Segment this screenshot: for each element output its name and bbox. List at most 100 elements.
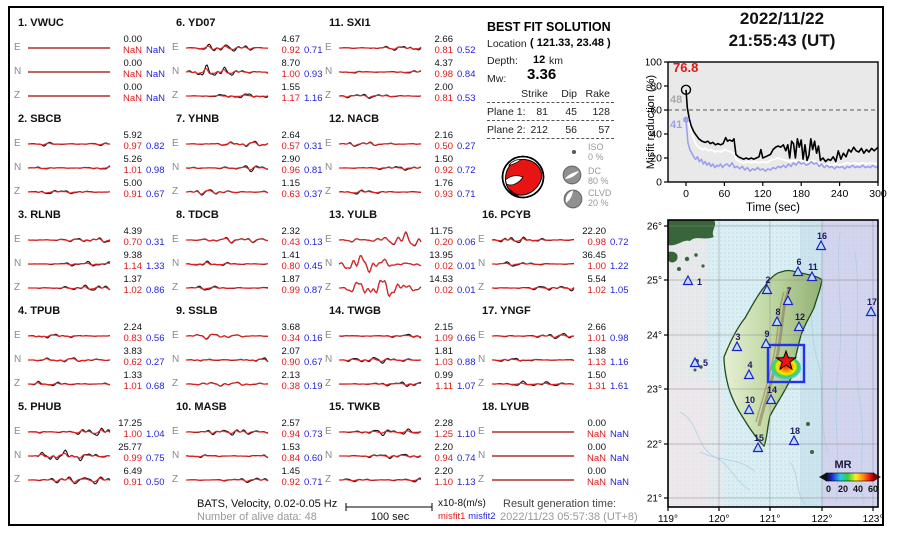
location-value: ( 121.33, 23.48 ): [530, 37, 611, 49]
misfit1-value: 0.43: [281, 237, 301, 248]
misfit2-value: 0.73: [304, 429, 323, 440]
misfit1-value: 0.84: [281, 453, 301, 464]
misfit2-value: 0.71: [457, 189, 476, 200]
misfit2-value: 0.56: [146, 333, 165, 344]
channel-row: Z 14.53 0.02 0.01: [323, 274, 481, 300]
station-title: 12. NACB: [329, 113, 380, 125]
misfit1-value: 0.02: [434, 261, 454, 272]
channel-label: Z: [478, 474, 485, 485]
col-dip: Dip: [561, 88, 577, 100]
channel-row: Z 1.76 0.93 0.71: [323, 178, 481, 204]
depth-label: Depth:: [487, 55, 518, 67]
waveform-trace: [492, 455, 574, 457]
misfit2-value: 1.10: [457, 429, 476, 440]
misfit2-value: 0.72: [457, 165, 476, 176]
amplitude-value: 1.81: [434, 346, 454, 357]
misfit1-value: NaN: [586, 477, 606, 488]
station-title: 11. SXI1: [329, 17, 371, 29]
channel-label: N: [325, 258, 333, 269]
svg-text:119°: 119°: [658, 514, 678, 525]
amplitude-value: 2.28: [434, 418, 454, 429]
misfit2-value: 0.27: [146, 357, 165, 368]
channel-label: E: [325, 234, 332, 245]
channel-label: E: [172, 330, 179, 341]
misfit2-value: 0.75: [146, 453, 165, 464]
station-block: 10. MASB E 2.57 0.94 0.73 N 1.53 0.84 0.60 Z 1.45 0…: [170, 398, 328, 494]
misfit2-value: 0.37: [304, 189, 323, 200]
channel-row: N 8.70 1.00 0.93: [170, 58, 328, 84]
channel-label: Z: [172, 90, 179, 101]
amplitude-value: 6.49: [123, 466, 143, 477]
amplitude-value: 25.77: [118, 442, 142, 453]
svg-text:18: 18: [790, 426, 800, 436]
svg-text:300: 300: [869, 188, 887, 200]
channel-label: Z: [14, 378, 21, 389]
channel-label: Z: [172, 378, 179, 389]
station-block: 17. YNGF E 2.66 1.01 0.98 N 1.38 1.13 1.16 Z 1.50 1…: [476, 302, 634, 398]
amplitude-value: 2.07: [281, 346, 301, 357]
channel-label: N: [172, 66, 180, 77]
waveform-trace: [27, 165, 111, 170]
svg-text:MR: MR: [834, 459, 851, 471]
channel-row: E 0.00 NaN NaN: [12, 34, 170, 60]
misfit1-value: 1.17: [281, 93, 301, 104]
channel-row: N 2.20 0.94 0.74: [323, 442, 481, 468]
waveform-trace: [491, 236, 575, 244]
waveform-trace: [339, 279, 422, 298]
channel-row: Z 0.00 NaN NaN: [12, 82, 170, 108]
amplitude-value: 2.00: [434, 82, 454, 93]
svg-text:0: 0: [826, 484, 831, 494]
misfit1-value: 0.20: [434, 237, 454, 248]
bandpass-info: BATS, Velocity, 0.02-0.05 Hz: [197, 498, 338, 510]
misfit1-value: 0.93: [434, 189, 454, 200]
svg-text:26°: 26°: [647, 222, 662, 233]
station-block: 11. SXI1 E 2.66 0.81 0.52 N 4.37 0.98 0.84 Z 2.00 0…: [323, 14, 481, 110]
channel-label: N: [172, 354, 180, 365]
channel-label: Z: [14, 282, 21, 293]
svg-text:3: 3: [735, 332, 740, 342]
waveform-trace: [338, 333, 422, 339]
channel-row: E 5.92 0.97 0.82: [12, 130, 170, 156]
channel-label: N: [325, 66, 333, 77]
channel-row: Z 1.45 0.92 0.71: [170, 466, 328, 492]
misfit1-value: 0.02: [434, 285, 454, 296]
svg-text:7: 7: [786, 286, 791, 296]
misfit1-value: 1.25: [434, 429, 454, 440]
clvd-label: CLVD 20 %: [588, 188, 612, 208]
station-block: 16. PCYB E 22.20 0.98 0.72 N 36.45 1.00 1.22 Z 5.5…: [476, 206, 634, 302]
waveform-trace: [492, 261, 575, 267]
plane2-label: Plane 2:: [487, 124, 526, 136]
svg-text:8: 8: [775, 307, 780, 317]
channel-label: Z: [478, 282, 485, 293]
amplitude-value: 0.00: [587, 442, 607, 453]
waveform-trace: [338, 231, 422, 247]
misfit2-value: 0.52: [457, 45, 476, 56]
event-time: 21:55:43 (UT): [728, 31, 836, 50]
misfit2-value: 0.71: [304, 45, 323, 56]
channel-label: E: [478, 234, 485, 245]
station-title: 17. YNGF: [482, 305, 531, 317]
station-block: 15. TWKB E 2.28 1.25 1.10 N 2.20 0.94 0.74 Z 2.20 1…: [323, 398, 481, 494]
misfit1-value: 1.31: [587, 381, 607, 392]
misfit2-value: 1.04: [146, 429, 165, 440]
amplitude-value: 5.92: [123, 130, 143, 141]
channel-label: N: [478, 354, 486, 365]
amplitude-value: 14.53: [429, 274, 453, 285]
waveform-trace: [28, 237, 111, 243]
channel-row: N 25.77 0.99 0.75: [12, 442, 170, 468]
misfit2-value: 1.33: [146, 261, 165, 272]
channel-row: N 9.38 1.14 1.33: [12, 250, 170, 276]
channel-row: Z 0.99 1.11 1.07: [323, 370, 481, 396]
col-rake: Rake: [585, 88, 610, 100]
misfit2-value: 0.13: [304, 237, 323, 248]
channel-label: E: [14, 330, 21, 341]
station-title: 4. TPUB: [18, 305, 61, 317]
misfit1-value: 1.09: [434, 333, 454, 344]
iso-label: ISO 0 %: [588, 142, 604, 162]
plane2-dip: 56: [565, 124, 577, 136]
amplitude-value: 5.00: [123, 178, 143, 189]
misfit2-value: 0.31: [304, 141, 323, 152]
station-block: 12. NACB E 2.16 0.50 0.27 N 1.50 0.92 0.72 Z 1.76 0…: [323, 110, 481, 206]
svg-text:41: 41: [670, 119, 682, 131]
channel-row: Z 1.87 0.99 0.87: [170, 274, 328, 300]
